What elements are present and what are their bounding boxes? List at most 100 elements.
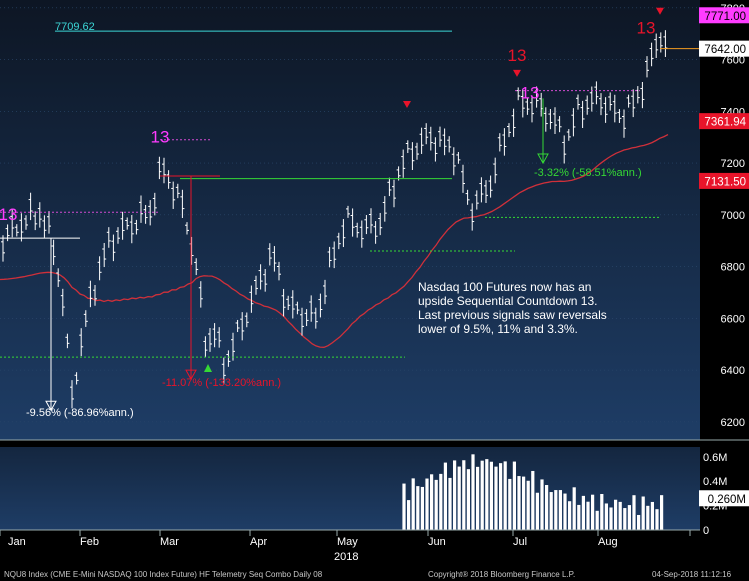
volume-tick-label: 0.4M xyxy=(703,476,727,488)
volume-bar xyxy=(508,478,512,530)
footer-source: NQU8 Index (CME E-Mini NASDAQ 100 Index … xyxy=(4,570,323,579)
month-label-aug: Aug xyxy=(598,536,618,548)
volume-bar xyxy=(604,503,608,530)
price-panel xyxy=(0,0,700,440)
volume-bar xyxy=(595,510,599,530)
month-label-feb: Feb xyxy=(80,536,99,548)
month-label-may: May xyxy=(337,536,358,548)
annotation-line-1: Nasdaq 100 Futures now has an xyxy=(418,280,591,294)
volume-bar xyxy=(430,474,434,530)
price-tick-label: 6800 xyxy=(721,262,745,274)
volume-bar xyxy=(581,495,585,530)
month-label-apr: Apr xyxy=(250,536,267,548)
price-tick-label: 7600 xyxy=(721,55,745,67)
drawdown-label-jul: -3.32% (-58.51%ann.) xyxy=(534,167,642,179)
volume-bar xyxy=(480,460,484,530)
volume-bar xyxy=(402,483,406,530)
volume-bar xyxy=(425,478,429,530)
volume-bar xyxy=(494,466,498,530)
volume-bar xyxy=(554,490,558,530)
drawdown-label-mar: -11.07% (-133.20%ann.) xyxy=(162,377,281,389)
volume-bar xyxy=(420,486,424,530)
volume-bar xyxy=(522,476,526,530)
price-tag xyxy=(699,113,749,130)
price-tick-label: 6400 xyxy=(721,365,745,377)
volume-bar xyxy=(485,459,489,530)
volume-tag xyxy=(699,490,749,507)
volume-bar xyxy=(618,501,622,530)
volume-bar xyxy=(512,461,516,530)
volume-bar xyxy=(443,462,447,530)
price-tag xyxy=(699,40,749,57)
volume-bar xyxy=(489,461,493,530)
footer-timestamp: 04-Sep-2018 11:12:16 xyxy=(652,570,732,579)
volume-bar xyxy=(453,460,457,530)
volume-bar xyxy=(655,509,659,530)
countdown-13-label: 13 xyxy=(151,127,170,146)
volume-bar xyxy=(660,495,664,530)
volume-bar xyxy=(448,477,452,530)
price-tick-label: 6200 xyxy=(721,417,745,429)
volume-bar xyxy=(650,501,654,530)
axis-panel xyxy=(700,0,749,440)
volume-bar xyxy=(531,470,535,530)
countdown-13-label: 13 xyxy=(521,83,540,102)
volume-bar xyxy=(471,454,475,530)
resistance-label: 7709.62 xyxy=(55,21,95,33)
drawdown-label-jan: -9.56% (-86.96%ann.) xyxy=(26,407,134,419)
sell-arrow-icon xyxy=(513,69,521,77)
volume-bar xyxy=(563,493,567,530)
countdown-13-label: 13 xyxy=(0,205,17,224)
volume-bar xyxy=(439,473,443,530)
volume-bar xyxy=(526,480,530,530)
volume-bar xyxy=(641,496,645,530)
volume-bar xyxy=(499,463,503,530)
footer-copyright: Copyright® 2018 Bloomberg Finance L.P. xyxy=(428,570,575,579)
price-tag-label: 7131.50 xyxy=(704,176,746,188)
volume-bar xyxy=(568,501,572,530)
price-tag-label: 7642.00 xyxy=(704,44,746,56)
volume-bar xyxy=(407,500,411,530)
buy-arrow-icon xyxy=(204,364,212,372)
annotation-line-4: lower of 9.5%, 11% and 3.3%. xyxy=(418,322,578,336)
volume-bar xyxy=(591,494,595,530)
volume-tick-label: 0 xyxy=(703,525,709,537)
volume-bar xyxy=(577,504,581,530)
drawdown-arrowhead xyxy=(185,369,197,381)
volume-bar xyxy=(476,466,480,530)
month-label-jan: Jan xyxy=(8,536,26,548)
annotation-line-2: upside Sequential Countdown 13. xyxy=(418,294,597,308)
annotation-line-3: Last previous signals saw reversals xyxy=(418,308,607,322)
price-tick-label: 7000 xyxy=(721,210,745,222)
price-tag-label: 7771.00 xyxy=(704,11,746,23)
volume-bar xyxy=(614,499,618,530)
sell-arrow-icon xyxy=(403,100,411,108)
month-label-mar: Mar xyxy=(160,536,179,548)
volume-bar xyxy=(457,466,461,530)
volume-bar xyxy=(632,495,636,530)
drawdown-arrowhead xyxy=(537,153,549,165)
volume-bar xyxy=(646,505,650,530)
volume-tick-label: 0.6M xyxy=(703,452,727,464)
volume-bar xyxy=(586,501,590,530)
volume-bar xyxy=(572,487,576,530)
volume-bar xyxy=(411,478,415,530)
volume-bar xyxy=(600,493,604,530)
volume-bar xyxy=(627,505,631,530)
volume-panel xyxy=(0,447,700,530)
volume-bar xyxy=(623,508,627,530)
year-label: 2018 xyxy=(334,551,358,563)
volume-bar xyxy=(416,486,420,530)
volume-bar xyxy=(517,476,521,530)
month-label-jun: Jun xyxy=(428,536,446,548)
volume-bar xyxy=(535,492,539,530)
countdown-13-label: 13 xyxy=(637,19,656,38)
volume-bar xyxy=(545,485,549,530)
volume-bar xyxy=(540,479,544,530)
volume-tag-label: 0.260M xyxy=(708,494,746,506)
month-label-jul: Jul xyxy=(513,536,527,548)
volume-bar xyxy=(549,492,553,530)
moving-average-line xyxy=(0,134,669,348)
sell-arrow-icon xyxy=(656,7,664,15)
